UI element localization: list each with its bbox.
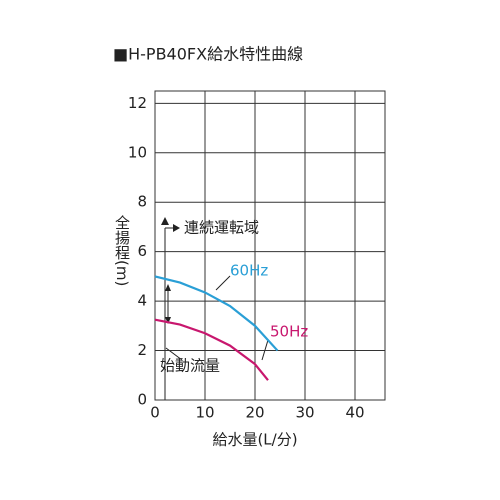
y-tick-label: 10 [128,143,147,161]
series-line [154,318,269,381]
legend-label: 50Hz [270,323,308,341]
y-tick-label: 4 [137,292,147,310]
y-axis-label: 全揚程(m) [113,214,131,286]
legend-label: 60Hz [230,262,268,280]
y-tick-label: 0 [137,391,147,409]
x-axis-label: 給水量(L/分) [212,431,297,449]
y-tick-label: 6 [137,242,147,260]
x-tick-label: 0 [150,404,160,422]
annotation: 始動流量 [160,357,220,375]
x-tick-label: 10 [195,404,214,422]
y-tick-label: 12 [128,94,147,112]
chart-title: ■H-PB40FX給水特性曲線 [113,45,303,64]
x-tick-label: 40 [345,404,364,422]
annotation: 連続運転域 [184,219,259,237]
x-tick-label: 20 [245,404,264,422]
annotation-arrows [161,217,269,400]
x-tick-label: 30 [295,404,314,422]
plot-frame [154,90,386,401]
series-line [154,275,279,352]
y-tick-label: 2 [137,341,147,359]
y-tick-label: 8 [137,193,147,211]
